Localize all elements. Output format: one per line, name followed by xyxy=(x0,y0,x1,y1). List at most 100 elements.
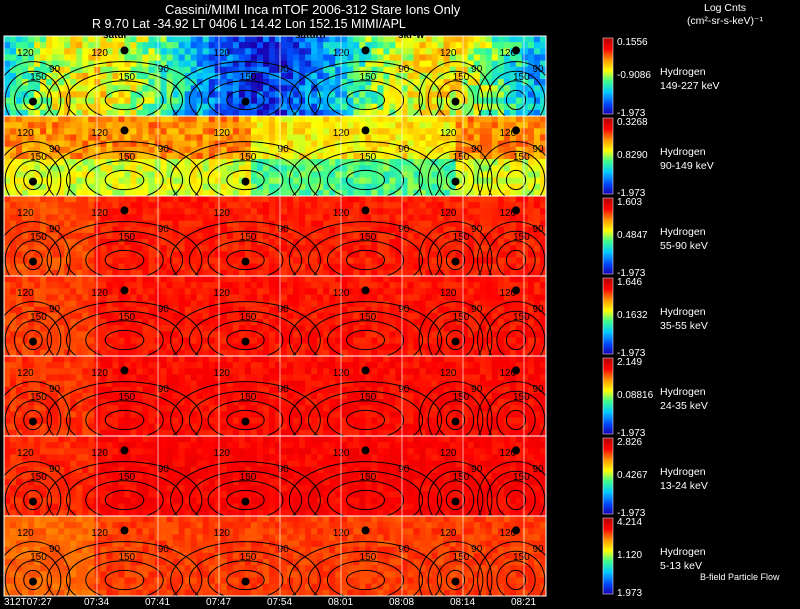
heatmap-cell xyxy=(76,165,83,172)
heatmap-cell xyxy=(166,276,174,283)
heatmap-cell xyxy=(28,134,35,142)
heatmap-cell xyxy=(118,60,125,68)
heatmap-cell xyxy=(16,325,23,332)
heatmap-cell xyxy=(82,362,89,369)
heatmap-cell xyxy=(208,263,216,271)
contour-label: 90 xyxy=(158,304,170,315)
heatmap-cell xyxy=(347,349,354,357)
heatmap-cell xyxy=(317,128,324,135)
heatmap-cell xyxy=(317,60,324,68)
heatmap-cell xyxy=(94,189,101,197)
heatmap-cell xyxy=(136,97,143,105)
heatmap-cell xyxy=(4,177,11,185)
heatmap-cell xyxy=(124,72,131,80)
heatmap-cell xyxy=(52,294,59,302)
heatmap-cell xyxy=(335,356,342,363)
heatmap-cell xyxy=(317,146,324,154)
heatmap-cell xyxy=(353,165,360,172)
heatmap-cell xyxy=(208,319,216,326)
heatmap-cell xyxy=(226,36,234,43)
heatmap-cell xyxy=(479,239,487,246)
heatmap-cell xyxy=(214,257,222,265)
heatmap-cell xyxy=(395,239,402,246)
heatmap-cell xyxy=(124,159,131,166)
heatmap-cell xyxy=(136,282,143,289)
heatmap-cell xyxy=(64,134,71,142)
heatmap-cell xyxy=(202,306,210,314)
heatmap-cell xyxy=(100,171,107,178)
heatmap-cell xyxy=(467,288,475,295)
heatmap-cell xyxy=(431,343,438,351)
heatmap-cell xyxy=(136,54,143,62)
heatmap-cell xyxy=(100,276,107,283)
heatmap-cell xyxy=(497,196,505,203)
heatmap-cell xyxy=(305,294,312,302)
heatmap-cell xyxy=(275,140,282,148)
heatmap-cell xyxy=(383,331,390,338)
heatmap-cell xyxy=(160,60,167,68)
heatmap-cell xyxy=(413,48,420,55)
heatmap-cell xyxy=(425,165,432,172)
heatmap-cell xyxy=(401,122,408,129)
heatmap-cell xyxy=(449,152,457,160)
heatmap-cell xyxy=(196,226,204,234)
heatmap-cell xyxy=(250,300,258,308)
heatmap-cell xyxy=(10,189,17,197)
heatmap-cell xyxy=(299,232,306,240)
heatmap-cell xyxy=(365,312,372,320)
heatmap-cell xyxy=(467,276,475,283)
heatmap-cell xyxy=(178,72,186,80)
heatmap-cell xyxy=(485,146,493,154)
heatmap-cell xyxy=(377,300,384,308)
heatmap-cell xyxy=(40,159,47,166)
heatmap-cell xyxy=(262,294,270,302)
heatmap-cell xyxy=(515,245,523,252)
heatmap-cell xyxy=(347,294,354,302)
heatmap-cell xyxy=(515,312,523,320)
heatmap-cell xyxy=(106,66,113,74)
heatmap-cell xyxy=(112,300,119,308)
heatmap-cell xyxy=(413,251,420,258)
heatmap-cell xyxy=(130,362,137,369)
heatmap-cell xyxy=(208,356,216,363)
heatmap-cell xyxy=(226,196,234,203)
heatmap-cell xyxy=(100,257,107,265)
heatmap-cell xyxy=(70,319,77,326)
heatmap-cell xyxy=(539,276,547,283)
heatmap-cell xyxy=(112,269,119,277)
heatmap-cell xyxy=(335,122,342,129)
heatmap-cell xyxy=(329,306,336,314)
heatmap-cell xyxy=(449,66,457,74)
heatmap-cell xyxy=(46,349,53,357)
heatmap-cell xyxy=(305,202,312,209)
heatmap-cell xyxy=(202,325,210,332)
heatmap-cell xyxy=(82,343,89,351)
heatmap-cell xyxy=(407,171,414,178)
heatmap-cell xyxy=(401,116,408,123)
heatmap-cell xyxy=(220,226,228,234)
heatmap-cell xyxy=(184,226,192,234)
heatmap-cell xyxy=(82,79,89,86)
contour-label: 150 xyxy=(513,72,530,83)
contour-line xyxy=(226,169,265,191)
heatmap-cell xyxy=(244,245,252,252)
heatmap-cell xyxy=(130,97,137,105)
heatmap-cell xyxy=(46,165,53,172)
heatmap-cell xyxy=(112,232,119,240)
heatmap-cell xyxy=(347,343,354,351)
heatmap-cell xyxy=(503,356,511,363)
contour-pole-marker xyxy=(120,126,129,135)
heatmap-cell xyxy=(184,171,192,178)
heatmap-cell xyxy=(383,343,390,351)
heatmap-cell xyxy=(52,54,59,62)
heatmap-cell xyxy=(335,152,342,160)
heatmap-cell xyxy=(281,245,288,252)
heatmap-cell xyxy=(509,214,517,222)
heatmap-cell xyxy=(10,97,17,105)
heatmap-cell xyxy=(275,196,282,203)
heatmap-cell xyxy=(383,288,390,295)
heatmap-cell xyxy=(148,288,155,295)
contour-label: 90 xyxy=(471,64,483,75)
heatmap-cell xyxy=(178,152,186,160)
contour-line xyxy=(23,169,43,191)
